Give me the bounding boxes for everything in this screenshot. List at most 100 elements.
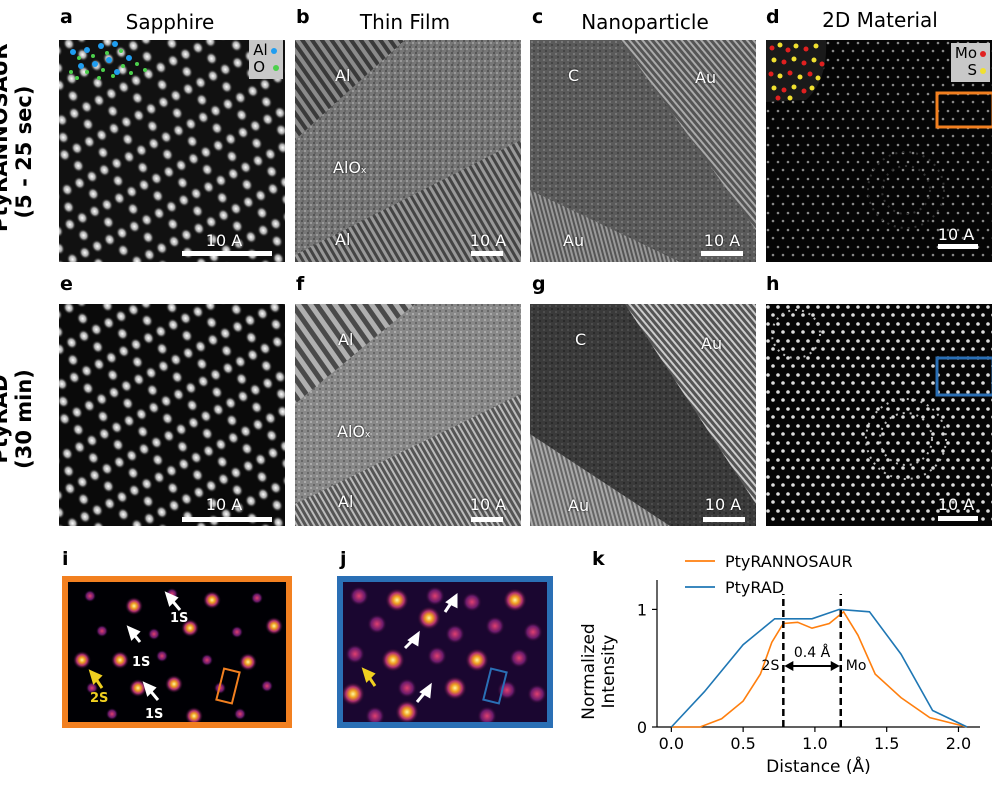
orange-selection-box — [935, 91, 992, 129]
nanoparticle-ptyrannosaur-image: C Au Au 10 A — [530, 40, 756, 262]
mos2-legend: Mo S — [950, 43, 990, 82]
yellow-arrow-icon — [88, 669, 104, 689]
panel-label-f: f — [296, 273, 305, 295]
scale-bar-label: 10 A — [469, 495, 507, 514]
scale-bar-label: 10 A — [703, 231, 741, 250]
scale-bar — [471, 517, 503, 522]
y-tick-label: 0 — [637, 718, 647, 737]
scale-bar — [701, 251, 743, 256]
thin-film-middle-label: AlOx — [333, 158, 367, 177]
row-title-ptyrannosaur: PtyRANNOSAUR (5 - 25 sec) — [0, 43, 38, 233]
label-2s: 2S — [90, 691, 109, 706]
yellow-arrow-icon — [361, 667, 377, 687]
zoom-ptyrad-image — [337, 576, 553, 728]
panel-label-c: c — [532, 6, 544, 28]
thin-film-bottom-label: Al — [338, 492, 354, 511]
x-tick-label: 1.0 — [802, 734, 827, 753]
scale-bar-label: 10 A — [937, 225, 975, 244]
nanoparticle-au-top-label: Au — [695, 68, 717, 87]
scale-bar — [182, 517, 272, 522]
y-axis-label: Normalized — [579, 623, 599, 719]
series-line-ptyrad — [670, 608, 968, 728]
row-title-line1: PtyRANNOSAUR — [0, 43, 12, 233]
panel-label-g: g — [532, 273, 546, 295]
zoom-ptyrannosaur-image: 1S 1S 1S 2S — [62, 576, 292, 728]
series-line-ptyrannosaur — [671, 610, 968, 728]
label-1s: 1S — [132, 655, 151, 670]
row-title-line2: (5 - 25 sec) — [12, 85, 37, 219]
column-title-sapphire: Sapphire — [125, 10, 215, 34]
mos2-atom-overlay — [766, 40, 827, 102]
nanoparticle-au-top-label: Au — [701, 334, 723, 353]
blue-selection-box — [935, 356, 992, 397]
arrow-right-icon — [830, 661, 840, 671]
thin-film-ptyrannosaur-image: Al AlOx Al 10 A — [295, 40, 521, 262]
panel-label-d: d — [766, 6, 780, 28]
panel-label-j: j — [340, 548, 347, 570]
row-title-line2: (30 min) — [12, 369, 37, 469]
sapphire-ptyrannosaur-image: Al O 10 A — [59, 40, 285, 262]
scale-bar — [703, 517, 745, 522]
sapphire-legend: Al O — [249, 40, 283, 79]
thin-film-bottom-label: Al — [335, 230, 351, 249]
panel-label-k: k — [592, 548, 605, 570]
mo-dot-icon — [980, 50, 986, 57]
legend-label: PtyRAD — [725, 578, 784, 597]
legend-label: PtyRANNOSAUR — [725, 552, 853, 571]
y-tick-label: 1 — [637, 600, 647, 619]
sapphire-ptyrad-image: 10 A — [59, 304, 285, 526]
annotation-distance: 0.4 Å — [794, 644, 831, 661]
label-1s: 1S — [170, 611, 189, 626]
legend-mo-label: Mo — [954, 44, 977, 62]
y-axis-label: Intensity — [599, 635, 619, 709]
scale-bar — [182, 251, 272, 256]
blue-frame — [337, 576, 553, 728]
annotation-mo: Mo — [846, 658, 867, 674]
x-tick-label: 2.0 — [946, 734, 971, 753]
nanoparticle-c-label: C — [568, 66, 580, 85]
column-title-nanoparticle: Nanoparticle — [581, 10, 709, 34]
scale-bar-label: 10 A — [469, 231, 507, 250]
column-title-2d-material: 2D Material — [822, 8, 938, 32]
row-title-ptyrad: PtyRAD (30 min) — [0, 369, 38, 469]
nanoparticle-au-bottom-label: Au — [563, 231, 585, 250]
nanoparticle-c-label: C — [575, 330, 587, 349]
mos2-ptyrannosaur-image: Mo S 10 A — [766, 40, 992, 262]
s-dot-icon — [980, 67, 986, 74]
scale-bar-label: 10 A — [205, 231, 243, 250]
scale-bar-label: 10 A — [937, 495, 975, 514]
panel-label-a: a — [60, 6, 73, 28]
arrow-icon — [126, 591, 182, 701]
label-1s: 1S — [145, 707, 164, 722]
o-dot-icon — [273, 64, 279, 71]
thin-film-ptyrad-image: Al AlOx Al 10 A — [295, 304, 521, 526]
thin-film-middle-label: AlOx — [337, 422, 371, 441]
annotation-2s: 2S — [762, 658, 780, 674]
x-tick-label: 0.0 — [659, 734, 684, 753]
scale-bar — [471, 251, 503, 256]
nanoparticle-ptyrad-image: C Au Au 10 A — [530, 304, 756, 526]
panel-label-i: i — [62, 548, 69, 570]
nanoparticle-au-bottom-label: Au — [568, 496, 590, 515]
arrow-left-icon — [784, 661, 794, 671]
panel-label-h: h — [766, 273, 780, 295]
x-tick-label: 1.5 — [874, 734, 899, 753]
thin-film-top-label: Al — [335, 66, 351, 85]
line-profile-chart: 0.0 0.5 1.0 1.5 2.0 0 1 Distance (Å) Normalized I… — [570, 545, 998, 792]
legend-o-label: O — [253, 58, 265, 77]
orange-frame — [62, 576, 292, 728]
mos2-ptyrad-image: 10 A — [766, 304, 992, 526]
thin-film-top-label: Al — [338, 330, 354, 349]
panel-label-e: e — [60, 273, 73, 295]
legend-al-label: Al — [253, 41, 268, 59]
row-title-line1: PtyRAD — [0, 374, 12, 464]
scale-bar — [938, 516, 978, 521]
arrow-icon — [403, 593, 458, 703]
x-axis-label: Distance (Å) — [766, 755, 871, 777]
scale-bar — [938, 244, 978, 249]
panel-label-b: b — [296, 6, 310, 28]
scale-bar-label: 10 A — [205, 495, 243, 514]
x-tick-label: 0.5 — [730, 734, 755, 753]
orange-measure-box — [215, 667, 241, 705]
al-dot-icon — [270, 47, 277, 54]
